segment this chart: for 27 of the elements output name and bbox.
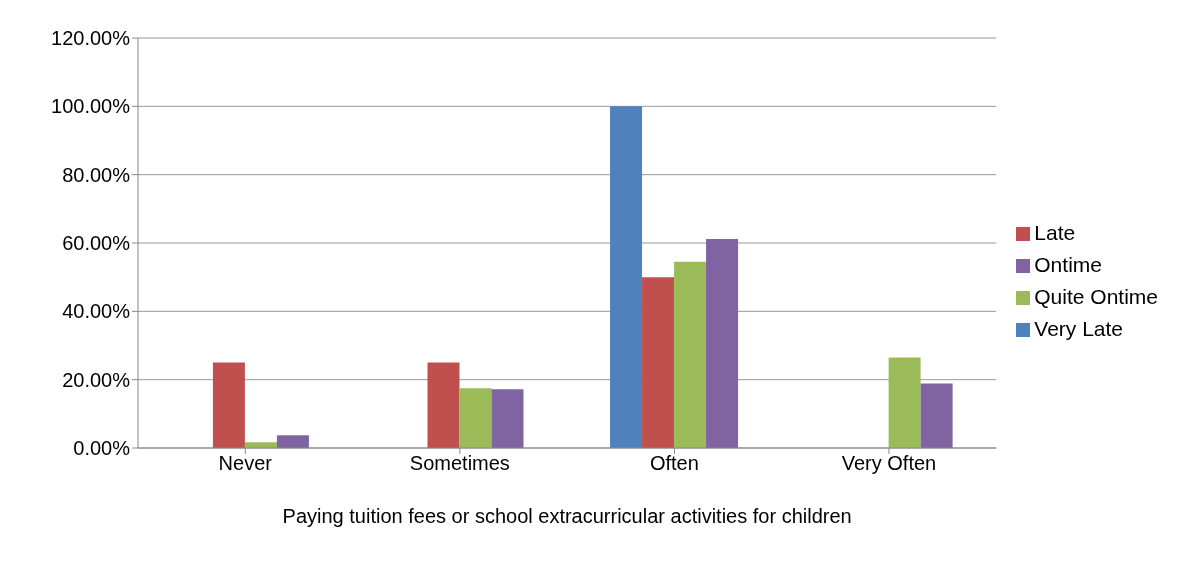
bar bbox=[427, 362, 460, 448]
y-tick-label: 100.00% bbox=[51, 95, 131, 118]
y-tick-label: 40.00% bbox=[62, 300, 131, 323]
y-tick-label: 0.00% bbox=[73, 437, 131, 460]
bar bbox=[642, 277, 675, 448]
y-tick-label: 80.00% bbox=[62, 163, 131, 186]
bar bbox=[459, 388, 492, 448]
bar bbox=[491, 389, 524, 448]
x-tick-label: Never bbox=[218, 452, 273, 475]
x-tick-label: Very Often bbox=[841, 452, 937, 475]
x-tick-label: Sometimes bbox=[409, 452, 510, 475]
bar bbox=[674, 261, 707, 448]
bar bbox=[212, 362, 245, 448]
bar bbox=[920, 383, 953, 448]
legend-label: Late bbox=[1034, 220, 1076, 244]
x-axis-title: Paying tuition fees or school extracurricular activities for children bbox=[282, 505, 852, 527]
bar bbox=[276, 435, 309, 448]
bar bbox=[610, 106, 643, 448]
bar bbox=[706, 238, 739, 448]
y-tick-label: 120.00% bbox=[51, 27, 131, 50]
legend-label: Ontime bbox=[1034, 252, 1102, 276]
x-tick-label: Often bbox=[649, 452, 699, 475]
y-tick-label: 20.00% bbox=[62, 368, 131, 391]
y-tick-label: 60.00% bbox=[62, 232, 131, 255]
bar bbox=[888, 357, 921, 448]
legend-label: Very Late bbox=[1034, 316, 1124, 340]
legend-label: Quite Ontime bbox=[1034, 284, 1158, 308]
